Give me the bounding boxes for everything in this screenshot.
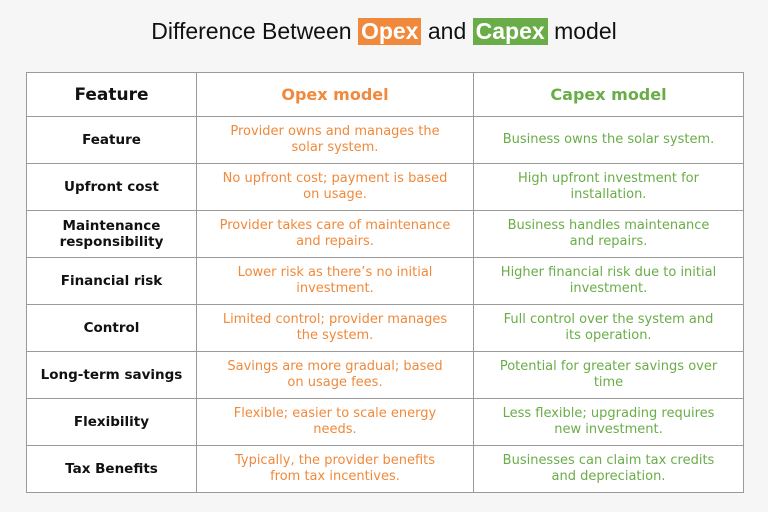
title-highlight: Capex <box>472 18 548 45</box>
cell: Potential for greater savings over time <box>473 351 744 399</box>
table-row: Flexibility Flexible; easier to scale ene… <box>26 398 744 446</box>
table-row: Tax Benefits Typically, the provider bene… <box>26 445 744 493</box>
cell: Limited control; provider manages the sy… <box>196 304 474 352</box>
row-label: Maintenance responsibility <box>26 210 197 258</box>
title-text: and <box>427 18 467 44</box>
cell: High upfront investment for installation… <box>473 163 744 211</box>
cell: No upfront cost; payment is based on usa… <box>196 163 474 211</box>
row-label: Tax Benefits <box>26 445 197 493</box>
header-cell: Capex model <box>473 72 744 117</box>
row-label: Control <box>26 304 197 352</box>
row-label: Flexibility <box>26 398 197 446</box>
title-text: Difference Between <box>151 18 352 44</box>
table-row: Long-term savings Savings are more gradua… <box>26 351 744 399</box>
title-text: model <box>554 18 617 44</box>
table-row: Feature Provider owns and manages the sol… <box>26 116 744 164</box>
comparison-table: Feature Opex model Capex model Feature Prov… <box>26 72 744 493</box>
table-body: Feature Provider owns and manages the sol… <box>26 116 744 493</box>
cell: Business owns the solar system. <box>473 116 744 164</box>
table-row: Maintenance responsibility Provider takes… <box>26 210 744 258</box>
header-row: Feature Opex model Capex model <box>26 72 744 117</box>
table-row: Control Limited control; provider manages… <box>26 304 744 352</box>
row-label: Feature <box>26 116 197 164</box>
table-row: Financial risk Lower risk as there’s no i… <box>26 257 744 305</box>
table-row: Upfront cost No upfront cost; payment is … <box>26 163 744 211</box>
cell: Typically, the provider benefits from ta… <box>196 445 474 493</box>
cell: Flexible; easier to scale energy needs. <box>196 398 474 446</box>
header-cell: Feature <box>26 72 197 117</box>
row-label: Upfront cost <box>26 163 197 211</box>
cell: Business handles maintenance and repairs… <box>473 210 744 258</box>
cell: Higher financial risk due to initial inv… <box>473 257 744 305</box>
title: Difference Between Opex and Capex model <box>0 18 768 45</box>
row-label: Long-term savings <box>26 351 197 399</box>
cell: Provider takes care of maintenance and r… <box>196 210 474 258</box>
cell: Savings are more gradual; based on usage… <box>196 351 474 399</box>
cell: Less flexible; upgrading requires new in… <box>473 398 744 446</box>
cell: Lower risk as there’s no initial investm… <box>196 257 474 305</box>
header-cell: Opex model <box>196 72 474 117</box>
row-label: Financial risk <box>26 257 197 305</box>
cell: Full control over the system and its ope… <box>473 304 744 352</box>
title-highlight: Opex <box>357 18 422 45</box>
cell: Provider owns and manages the solar syst… <box>196 116 474 164</box>
cell: Businesses can claim tax credits and dep… <box>473 445 744 493</box>
